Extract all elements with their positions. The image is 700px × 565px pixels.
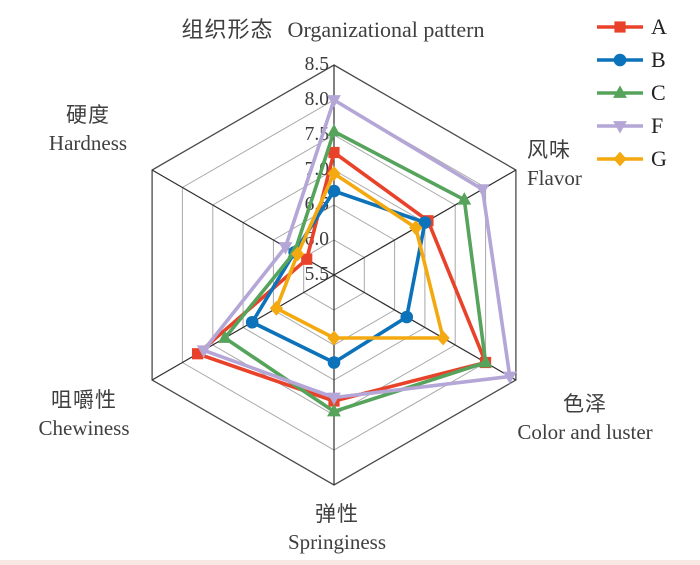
legend-marker [613,85,627,98]
series-C-marker [218,330,232,343]
axis-label-en: Flavor [527,166,582,190]
axis-label-en: Hardness [48,131,128,155]
axis-spoke [151,274,335,381]
series-B-marker [327,356,341,369]
legend-marker-square-icon [597,21,643,33]
radial-tick-label: 5.5 [305,264,329,285]
legend-series-name: B [651,47,666,72]
legend-marker-circle-icon [597,53,643,67]
legend-series-name: G [651,146,667,171]
series-C-marker [327,403,341,417]
legend-marker [613,53,627,67]
legend-item-C: C [597,78,667,108]
series-G-marker [327,166,341,181]
axis-label-zh: 色泽 [563,392,607,416]
legend-marker-diamond-icon [597,151,643,167]
axis-label-en: Springiness [287,530,387,554]
bottom-strip [0,560,700,565]
series-G-marker [409,220,423,236]
legend-item-F: F [597,111,667,141]
series-C-marker [478,354,493,368]
legend-series-name: A [651,14,667,39]
series-C-marker [327,123,341,137]
legend-item-B: B [597,45,667,75]
axis-label-color-and-luster: 色泽 Color and luster [517,390,652,446]
series-A-marker [301,253,313,265]
axis-label-zh: 组织形态 [181,17,274,42]
axis-label-zh: 风味 [527,138,571,162]
series-G-marker [269,300,283,316]
axis-label-organizational-pattern: 组织形态 Organizational pattern [182,16,485,44]
series-G-marker [291,246,305,262]
axis-label-zh: 弹性 [314,502,359,526]
legend-item-A: A [597,12,667,42]
series-F-marker [502,371,517,385]
series-B-marker [327,184,341,198]
series-C-marker [457,192,472,205]
axis-label-en: Chewiness [38,416,130,440]
series-F-marker [327,95,341,108]
series-G-marker [436,330,450,346]
series-B-marker [245,315,259,329]
axis-label-springiness: 弹性 Springiness [288,500,386,556]
series-F-marker [278,242,293,255]
legend-marker [613,151,627,167]
axis-label-zh: 咀嚼性 [51,388,117,412]
axis-label-hardness: 硬度 Hardness [49,101,127,157]
axis-label-en: Organizational pattern [287,17,485,42]
legend-marker-triangle-down-icon [597,121,643,134]
series-F-marker [327,392,341,406]
series-A-marker [192,348,204,360]
series-B-marker [400,310,414,324]
axis-label-zh: 硬度 [66,103,110,127]
axis-label-en: Color and luster [517,420,653,444]
series-A-marker [328,146,340,159]
axis-label-flavor: 风味 Flavor [527,136,582,192]
series-B-marker [418,216,432,229]
series-G-marker [327,330,341,346]
legend-marker [614,21,626,33]
legend-marker [613,121,627,134]
legend-series-name: C [651,80,666,105]
legend-series-name: F [651,113,664,138]
axis-label-chewiness: 咀嚼性 Chewiness [39,386,130,442]
series-F-marker [196,345,211,358]
legend-item-G: G [597,144,667,174]
radial-tick-label: 8.5 [305,54,329,75]
radial-tick-label: 8.0 [305,89,329,110]
series-F-marker [475,184,490,197]
legend-marker-triangle-up-icon [597,85,643,98]
